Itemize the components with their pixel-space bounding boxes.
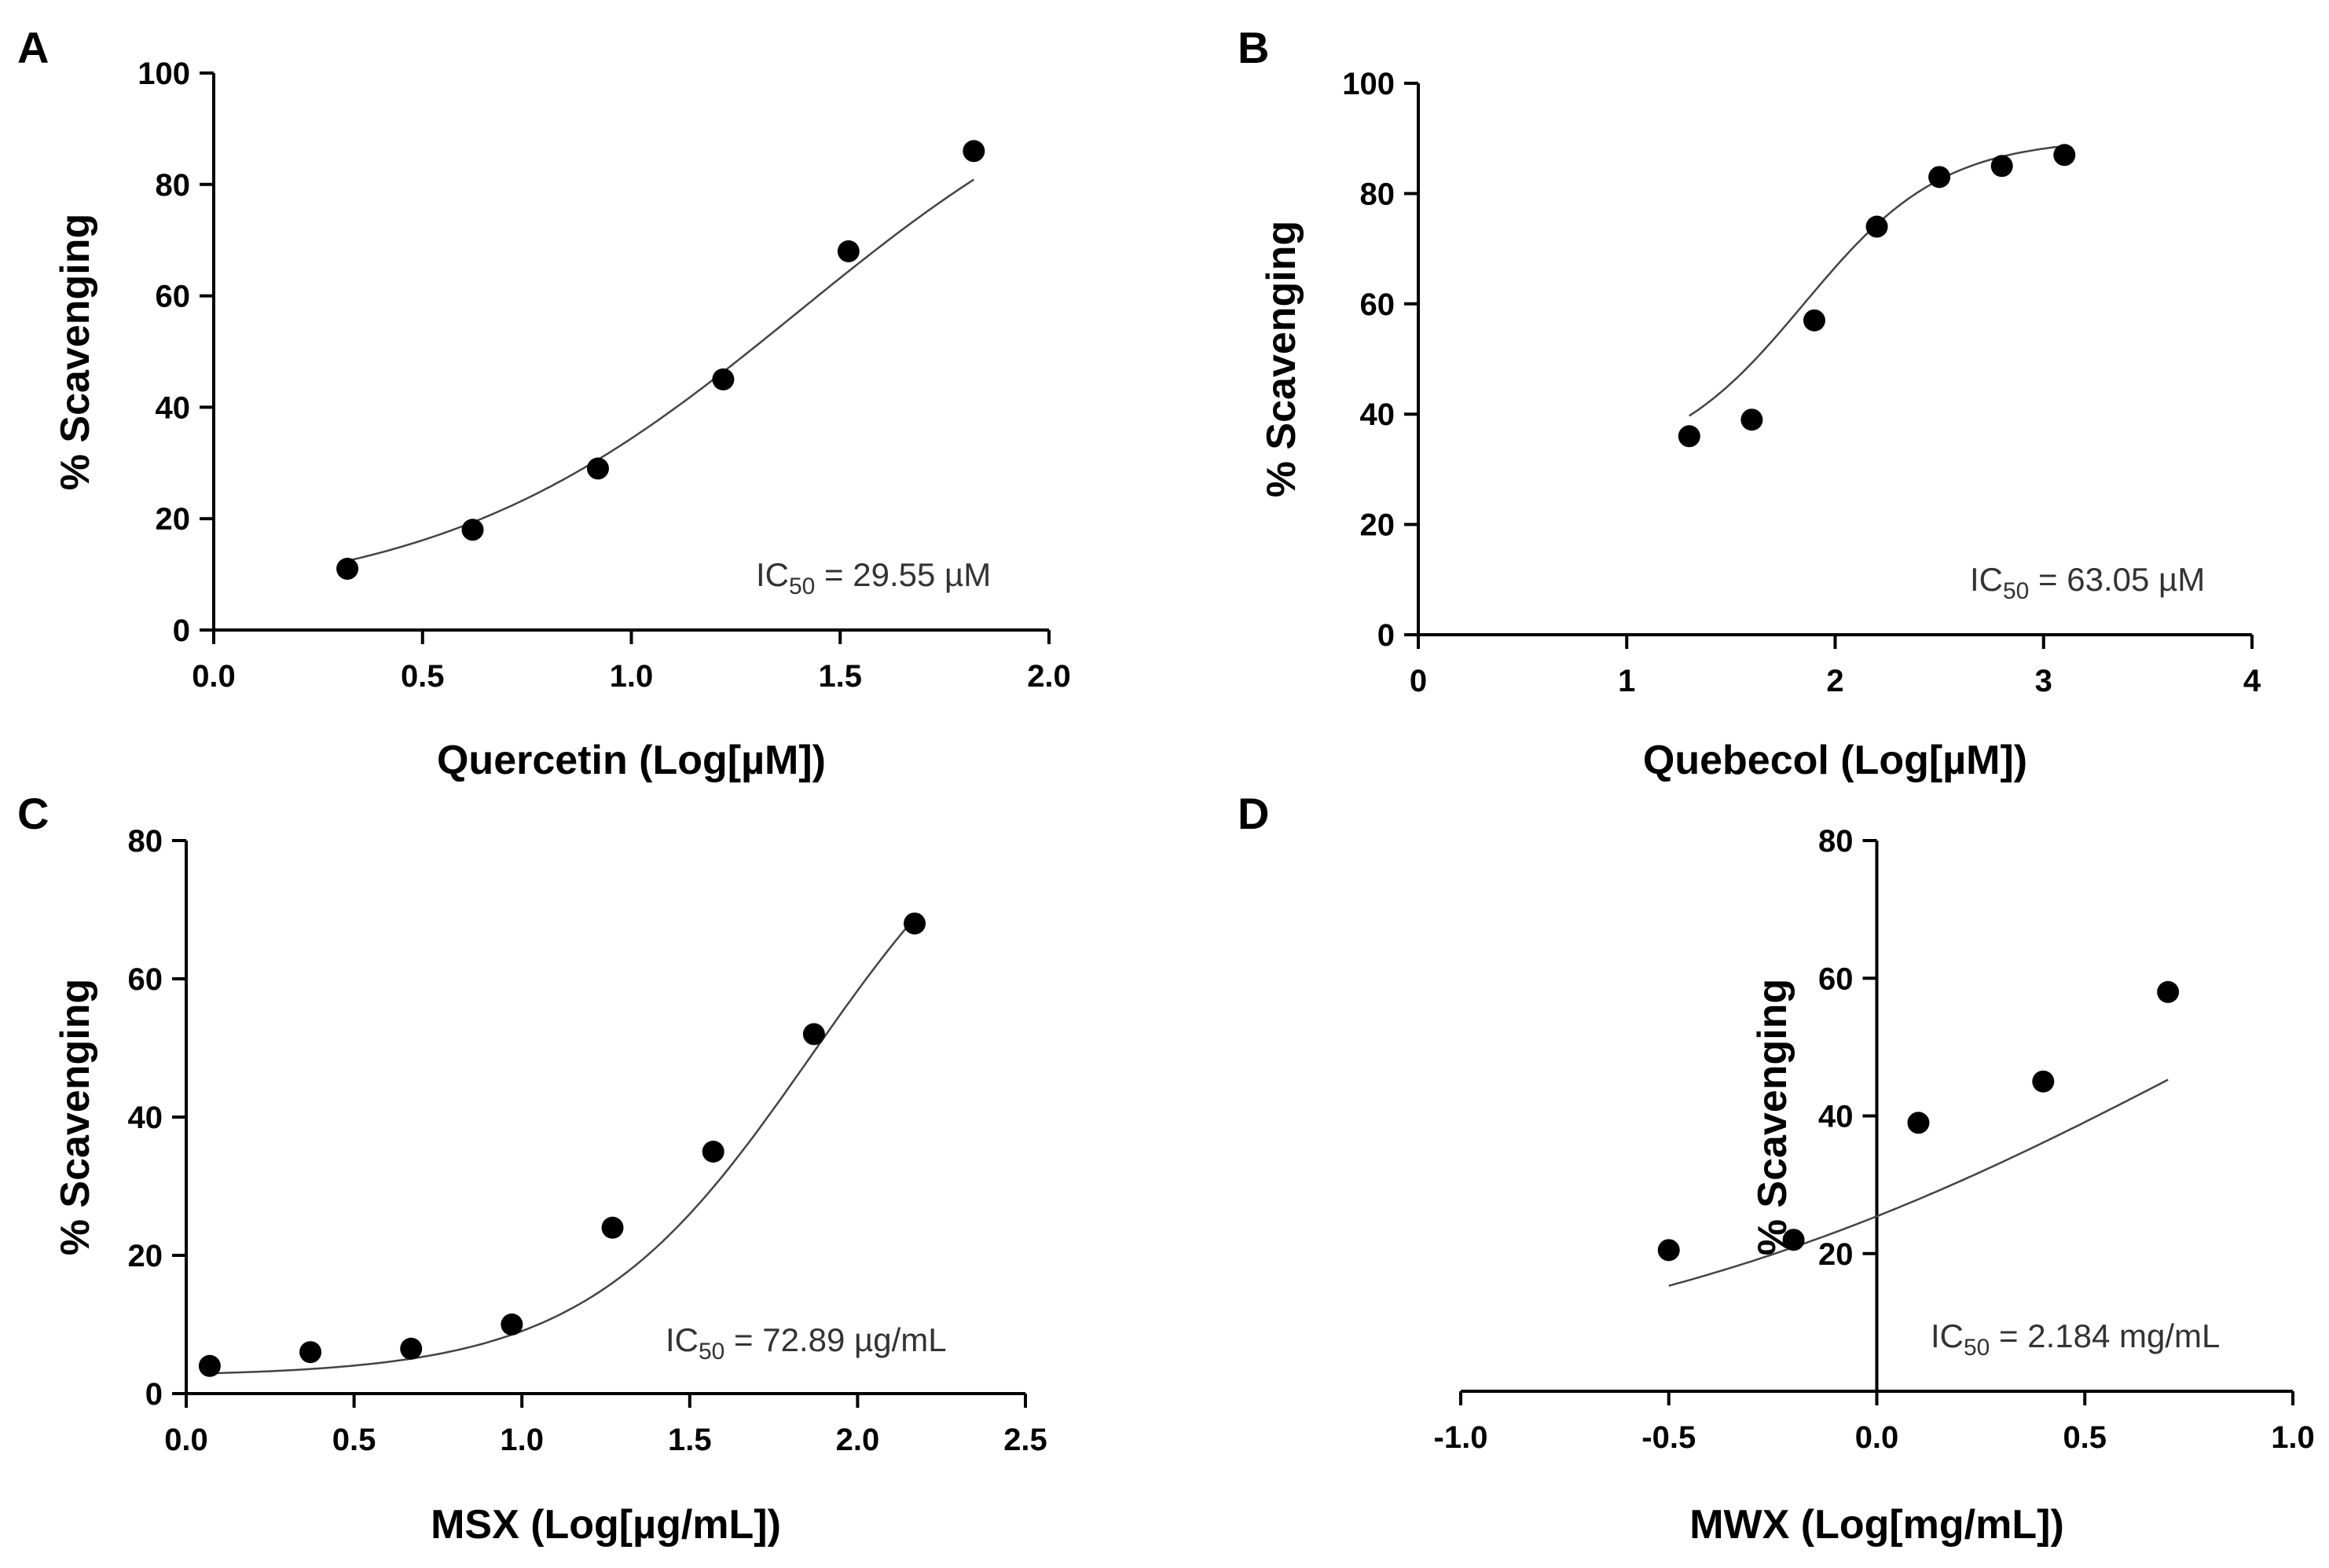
chartd-y-tick-label: 40 [1818,1100,1854,1134]
chartc-data-point [802,1023,825,1046]
chartc-x-tick-label: 2.0 [836,1423,880,1457]
charta-data-point [461,518,484,541]
chartc-y-tick-label: 0 [145,1377,163,1412]
chartc-x-tick-label: 0.0 [164,1423,208,1457]
chartd-data-point [1782,1229,1805,1251]
chartd-y-tick-label: 60 [1818,962,1854,996]
chartb-y-tick-label: 80 [1360,177,1396,211]
chartd-y-tick-label: 80 [1818,824,1854,859]
chartb-data-point [1990,155,2013,178]
charta-data-point [963,140,985,163]
chartb-data-point [1865,215,1888,238]
chartb-y-tick-label: 0 [1377,618,1395,653]
charta-y-tick-label: 80 [156,168,191,203]
chartb-y-tick-label: 100 [1342,67,1395,101]
chartb-data-point [1678,425,1700,448]
charta-data-point [837,240,860,262]
chartc-x-tick-label: 1.0 [500,1423,544,1457]
chartb-x-tick-label: 2 [1826,664,1843,698]
charta-x-tick-label: 0.0 [192,659,236,694]
chartd-y-tick-label: 20 [1818,1237,1854,1272]
chartb-fit-curve [1689,145,2065,417]
charta-y-axis-title: % Scavenging [53,214,98,491]
chartd-panel: D -1.0 -0.5 0.0 0.5 1.0 20 40 60 80 MWX (Log[mg/mL… [1238,789,2315,1548]
charta-x-tick-label: 1.5 [818,659,862,694]
chartb-ic50-annotation: IC50 = 63.05 µM [1970,561,2205,604]
charta-data-point [336,558,359,581]
charta-ic50-annotation: IC50 = 29.55 µM [756,556,991,599]
charta-panel: A 0.0 0.5 1.0 1.5 2.0 0 20 40 60 80 100 Quercetin (L… [17,23,1071,783]
chartb-panel-letter: B [1238,23,1269,72]
charta-x-tick-label: 2.0 [1027,659,1071,694]
charta-x-tick-label: 0.5 [401,659,445,694]
chartd-x-tick-label: -0.5 [1641,1420,1696,1455]
chartd-data-point [1657,1239,1680,1262]
chartb-y-tick-label: 20 [1360,508,1396,543]
chartc-data-point [601,1216,624,1239]
chartc-y-axis-title: % Scavenging [53,979,98,1256]
chartd-x-tick-label: 0.0 [1855,1420,1899,1455]
charta-x-axis-title: Quercetin (Log[µM]) [437,738,826,783]
chartb-y-tick-label: 60 [1360,288,1396,322]
chartd-ic50-annotation: IC50 = 2.184 mg/mL [1931,1317,2220,1361]
charta-x-tick-label: 1.0 [610,659,654,694]
chartc-data-point [904,912,926,935]
chartb-x-axis-title: Quebecol (Log[µM]) [1643,738,2027,783]
chartb-y-axis-title: % Scavenging [1259,221,1304,498]
chartc-data-point [198,1354,221,1377]
chartc-panel: C 0.0 0.5 1.0 1.5 2.0 2.5 0 20 40 60 80 MSX (Log[µg/… [17,789,1047,1548]
chartd-fit-curve [1668,1079,2169,1288]
chartd-y-axis-title: % Scavenging [1750,979,1795,1256]
chartc-y-tick-label: 80 [128,824,163,859]
chartd-data-point [1907,1112,1930,1134]
chartb-x-tick-label: 4 [2243,664,2261,698]
charta-y-tick-label: 60 [156,280,191,314]
chartd-data-point [2032,1070,2055,1093]
chartc-data-point [501,1313,523,1335]
charta-y-tick-label: 100 [138,57,190,91]
chartc-x-tick-label: 1.5 [668,1423,712,1457]
charta-y-tick-label: 20 [156,502,191,537]
charta-y-tick-label: 0 [173,614,190,648]
chartc-ic50-annotation: IC50 = 72.89 µg/mL [666,1321,947,1365]
chartd-data-point [2157,980,2180,1003]
chartb-data-point [2053,144,2076,167]
charta-y-tick-label: 40 [156,390,191,425]
chartc-x-axis-title: MSX (Log[µg/mL]) [431,1502,781,1548]
chartd-x-tick-label: 0.5 [2063,1420,2107,1455]
charta-data-point [712,368,735,390]
chartd-x-tick-label: -1.0 [1434,1420,1488,1455]
chartd-x-axis-title: MWX (Log[mg/mL]) [1689,1502,2064,1548]
chartb-y-tick-label: 40 [1360,397,1396,432]
chartc-data-point [702,1141,724,1163]
chartc-y-tick-label: 60 [128,962,163,997]
chartb-x-tick-label: 3 [2035,664,2052,698]
chartc-data-point [299,1341,322,1364]
chartc-x-tick-label: 0.5 [332,1423,376,1457]
chartb-data-point [1740,408,1763,431]
charta-panel-letter: A [17,23,49,72]
charta-data-point [586,457,609,480]
charta-fit-curve [347,178,974,562]
chartb-x-tick-label: 0 [1410,664,1427,698]
chartc-x-tick-label: 2.5 [1003,1423,1047,1457]
chartc-fit-curve [209,917,915,1375]
chartb-data-point [1928,166,1951,189]
chartc-data-point [400,1337,423,1360]
chartd-panel-letter: D [1238,789,1269,838]
chartb-data-point [1803,309,1825,332]
chartc-y-tick-label: 40 [128,1101,163,1135]
chartc-panel-letter: C [17,789,49,838]
chartc-y-tick-label: 20 [128,1239,163,1273]
chartb-x-tick-label: 1 [1618,664,1635,698]
chartd-x-tick-label: 1.0 [2271,1420,2315,1455]
